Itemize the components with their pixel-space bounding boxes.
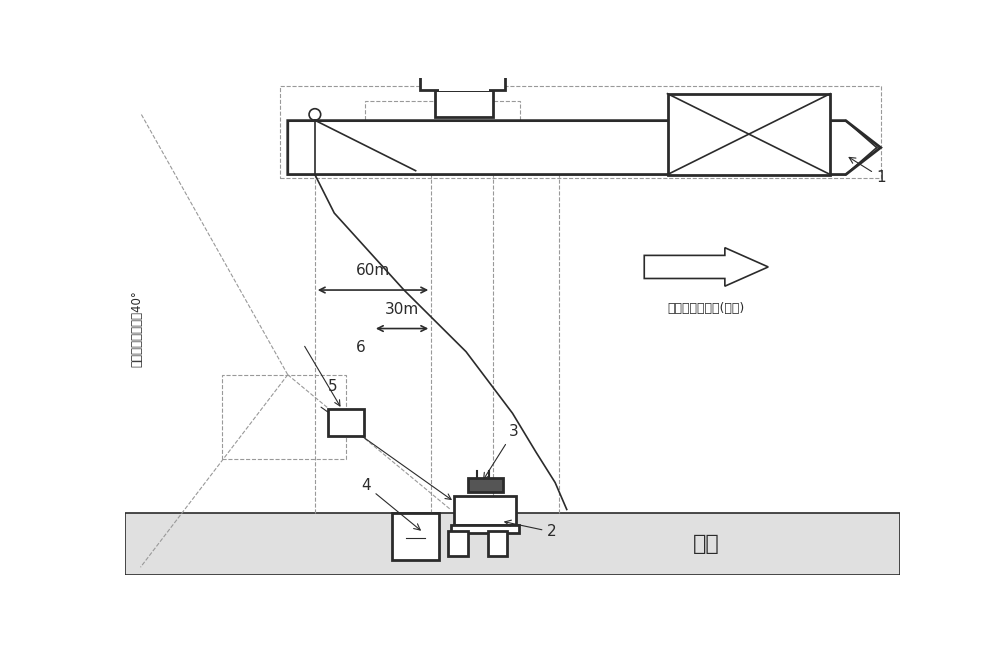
Text: 施工船调整方向(示例): 施工船调整方向(示例) xyxy=(668,302,745,315)
Bar xyxy=(328,410,364,436)
Text: 30m: 30m xyxy=(385,302,419,317)
Text: 60m: 60m xyxy=(356,264,390,278)
Text: 海底: 海底 xyxy=(693,534,720,554)
Bar xyxy=(125,514,900,575)
Text: 4: 4 xyxy=(361,478,420,530)
Bar xyxy=(454,495,516,525)
Bar xyxy=(365,101,520,171)
Bar xyxy=(280,86,881,178)
Bar xyxy=(451,525,519,532)
Polygon shape xyxy=(644,247,768,286)
Bar xyxy=(435,90,493,117)
Text: 5: 5 xyxy=(328,379,338,394)
Bar xyxy=(488,531,507,556)
Bar xyxy=(420,63,505,90)
Bar xyxy=(468,478,503,492)
Text: 3: 3 xyxy=(484,424,518,479)
Text: 成像声纳垂直视觓40°: 成像声纳垂直视觓40° xyxy=(130,290,143,367)
Text: 2: 2 xyxy=(505,520,557,539)
Bar xyxy=(448,531,468,556)
Text: 1: 1 xyxy=(849,158,886,185)
Polygon shape xyxy=(288,121,881,174)
Bar xyxy=(222,375,346,459)
Bar xyxy=(668,94,830,174)
Bar xyxy=(439,87,489,91)
Text: 6: 6 xyxy=(356,340,366,355)
Bar xyxy=(392,514,439,559)
